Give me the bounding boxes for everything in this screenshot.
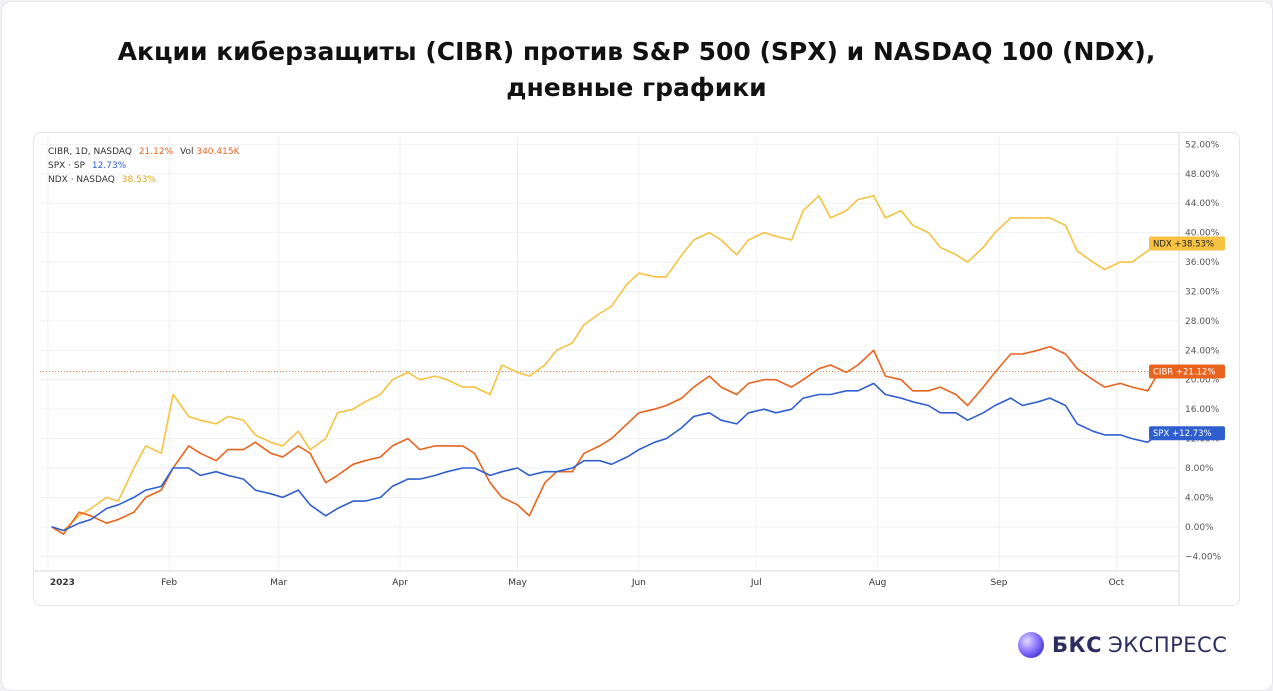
chart-frame: 52.00% 48.00% 44.00% 40.00% 36.00% 32.00% 28.0…: [33, 132, 1240, 606]
legend-ndx-label: NDX · NASDAQ: [48, 175, 115, 185]
x-tick-label: Feb: [161, 578, 177, 588]
y-tick-label: 52.00%: [1185, 140, 1220, 150]
series-line-cibr: [51, 345, 1161, 535]
x-tick-label: 2023: [50, 578, 75, 588]
y-tick-label: 4.00%: [1185, 493, 1214, 503]
x-tick-label: Sep: [990, 578, 1007, 588]
last-value-text-spx: SPX +12.73%: [1153, 429, 1212, 439]
brand-name-bold: БКС: [1052, 633, 1103, 657]
series-line-spx: [51, 382, 1160, 532]
legend-vol-value: 340.415K: [196, 147, 240, 157]
series-lines: [51, 195, 1163, 535]
legend-ndx: NDX · NASDAQ 38.53%: [48, 175, 157, 185]
last-value-badge-cibr: [1149, 364, 1225, 379]
y-tick-label: 28.00%: [1185, 317, 1220, 327]
x-tick-label: Apr: [392, 578, 408, 588]
page-title: Акции киберзащиты (CIBR) против S&P 500 …: [0, 34, 1273, 106]
y-tick-label: 20.00%: [1185, 376, 1220, 386]
x-tick-label: Mar: [270, 578, 287, 588]
y-tick-label: 40.00%: [1185, 229, 1220, 239]
legend-spx: SPX · SP 12.73%: [48, 161, 127, 171]
x-tick-label: Oct: [1109, 578, 1125, 588]
y-tick-label: −4.00%: [1185, 552, 1222, 562]
y-tick-label: 48.00%: [1185, 170, 1220, 180]
legend-spx-label: SPX · SP: [48, 161, 86, 171]
brand-logo: БКС ЭКСПРЕСС: [1016, 630, 1227, 660]
legend-cibr-label: CIBR, 1D, NASDAQ: [48, 147, 132, 157]
legend: CIBR, 1D, NASDAQ 21.12% Vol 340.415K SPX…: [48, 147, 241, 185]
x-tick-label: May: [508, 578, 527, 588]
y-tick-label: 32.00%: [1185, 287, 1220, 297]
y-axis: 52.00% 48.00% 44.00% 40.00% 36.00% 32.00% 28.0…: [1185, 140, 1222, 562]
brand-name-rest: ЭКСПРЕСС: [1108, 633, 1228, 657]
series-line-ndx: [51, 195, 1160, 532]
legend-cibr-value: 21.12%: [139, 147, 174, 157]
title-line-2: дневные графики: [506, 73, 767, 102]
legend-cibr: CIBR, 1D, NASDAQ 21.12% Vol 340.415K: [48, 147, 241, 157]
y-tick-label: 8.00%: [1185, 464, 1214, 474]
x-tick-label: Jun: [631, 578, 646, 588]
grid: [34, 133, 1180, 605]
x-tick-label: Jul: [750, 578, 762, 588]
x-axis: 2023 Feb Mar Apr May Jun Jul Aug Sep Oct: [50, 578, 1125, 588]
title-line-1: Акции киберзащиты (CIBR) против S&P 500 …: [117, 37, 1156, 66]
line-chart[interactable]: 52.00% 48.00% 44.00% 40.00% 36.00% 32.00% 28.0…: [34, 133, 1239, 605]
last-value-labels: NDX +38.53% CIBR +21.12% SPX +12.73%: [1149, 236, 1225, 441]
y-tick-label: 24.00%: [1185, 346, 1220, 356]
brand-sphere-icon: [1018, 632, 1044, 658]
legend-ndx-value: 38.53%: [122, 175, 157, 185]
last-value-text-cibr: CIBR +21.12%: [1153, 368, 1215, 378]
y-tick-label: 36.00%: [1185, 258, 1220, 268]
legend-spx-value: 12.73%: [92, 161, 127, 171]
last-value-badge-ndx: [1149, 236, 1225, 251]
last-value-badge-spx: [1149, 426, 1225, 441]
last-value-text-ndx: NDX +38.53%: [1153, 239, 1214, 249]
y-tick-label: 16.00%: [1185, 405, 1220, 415]
y-tick-label: 0.00%: [1185, 523, 1214, 533]
legend-vol-label: Vol: [180, 147, 193, 157]
x-tick-label: Aug: [869, 578, 887, 588]
y-tick-label: 44.00%: [1185, 199, 1220, 209]
